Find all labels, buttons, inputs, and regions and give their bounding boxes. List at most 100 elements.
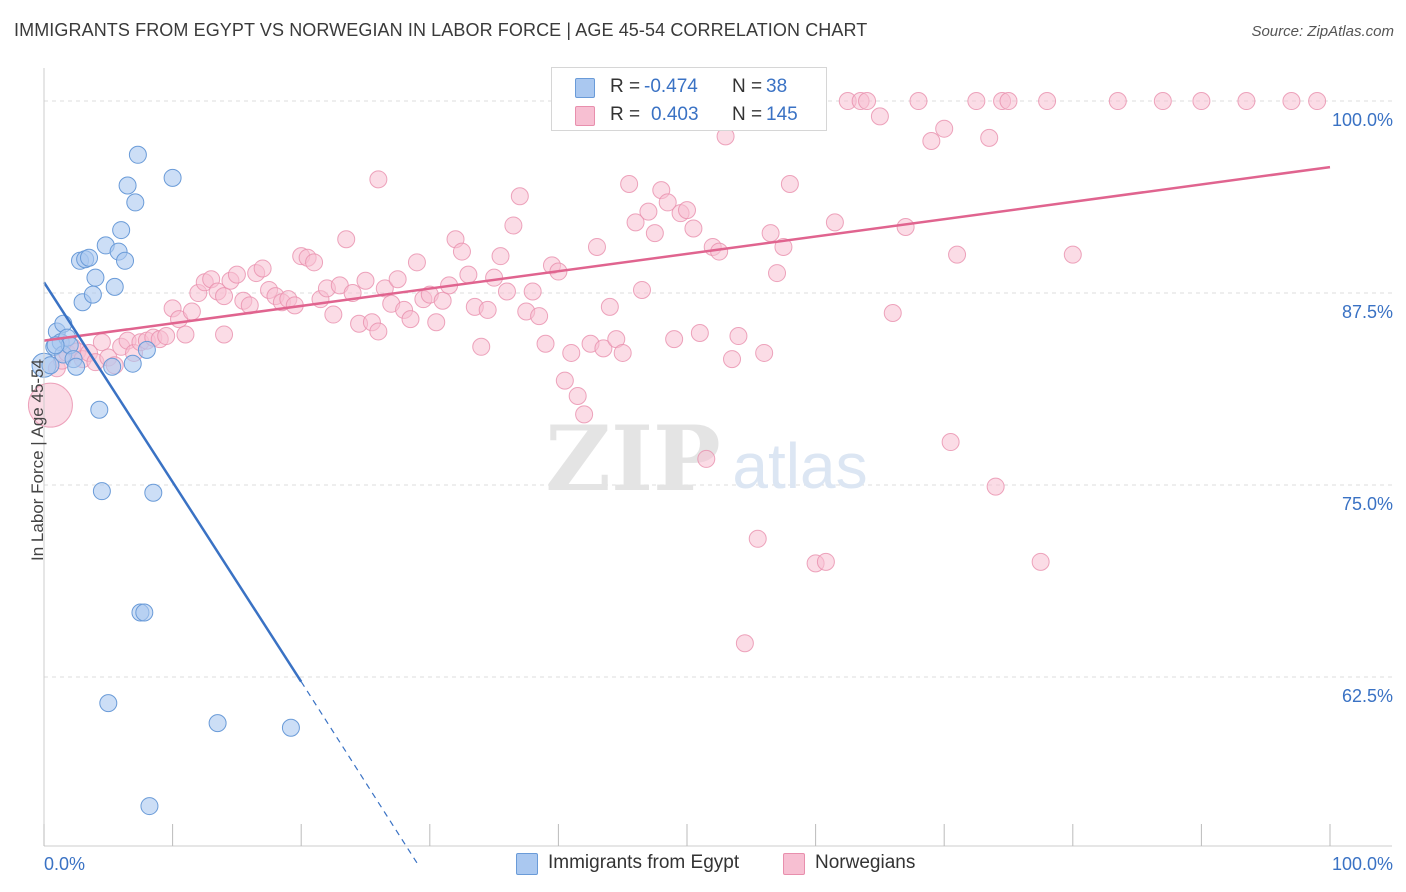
egypt-point	[128, 145, 147, 164]
legend-n-value: 38	[766, 76, 788, 97]
norwegians-point	[658, 193, 677, 212]
norwegians-point	[922, 131, 941, 150]
egypt-point	[123, 354, 142, 373]
norwegians-point	[497, 282, 516, 301]
egypt-point	[103, 357, 122, 376]
norwegians-point	[575, 405, 594, 424]
norwegians-point	[510, 187, 529, 206]
norwegians-point	[215, 325, 234, 344]
egypt-point	[105, 277, 124, 296]
norwegians-point	[1153, 92, 1172, 111]
norwegians-point	[1063, 245, 1082, 264]
egypt-point	[140, 797, 159, 816]
norwegians-point	[324, 305, 343, 324]
trend-lines	[42, 165, 1331, 864]
norwegians-point	[729, 327, 748, 346]
norwegians-point	[555, 371, 574, 390]
norwegians-point	[941, 433, 960, 452]
egypt-trend-extension	[300, 681, 418, 864]
watermark-zip: ZIP	[545, 406, 720, 512]
norwegians-point	[935, 119, 954, 138]
chart-title: IMMIGRANTS FROM EGYPT VS NORWEGIAN IN LA…	[14, 20, 868, 40]
legend-r-label: R =	[610, 104, 641, 125]
norwegians-point	[369, 322, 388, 341]
norwegians-point	[999, 92, 1018, 111]
norwegians-point	[768, 264, 787, 283]
egypt-point	[83, 285, 102, 304]
norwegians-point	[530, 307, 549, 326]
y-tick-label: 62.5%	[1342, 686, 1393, 706]
norwegians-point	[858, 92, 877, 111]
y-tick-label: 75.0%	[1342, 494, 1393, 514]
norwegians-point	[504, 216, 523, 235]
norwegians-point	[909, 92, 928, 111]
norwegians-point	[369, 170, 388, 189]
egypt-trend-line	[42, 281, 303, 683]
norwegians-point	[478, 300, 497, 319]
norwegians-point	[870, 107, 889, 126]
norwegians-point	[1108, 92, 1127, 111]
egypt-point	[144, 483, 163, 502]
norwegians-point	[459, 265, 478, 284]
norwegians-point	[684, 219, 703, 238]
norwegians-point	[1031, 552, 1050, 571]
egypt-point	[126, 193, 145, 212]
watermark-atlas: atlas	[732, 430, 867, 502]
norwegians-point	[780, 174, 799, 193]
norwegians-point	[215, 287, 234, 306]
axis-layer: 62.5% 75.0% 87.5% 100.0% 0.0% 100.0%	[43, 68, 1393, 874]
egypt-points	[31, 145, 300, 816]
legend-swatch-egypt	[516, 853, 538, 875]
source-label: Source: ZipAtlas.com	[1251, 23, 1394, 40]
norwegians-point	[678, 201, 696, 220]
norwegians-point	[735, 634, 754, 653]
norwegians-point	[337, 230, 356, 249]
norwegians-point	[620, 174, 639, 193]
norwegians-point	[92, 333, 111, 352]
norwegians-point	[948, 245, 967, 264]
norwegians-point	[305, 253, 324, 272]
norwegians-point	[388, 270, 407, 289]
norwegians-point	[774, 237, 793, 256]
norwegians-point	[401, 310, 420, 329]
norwegians-point	[433, 291, 452, 310]
norwegians-point	[1308, 92, 1327, 111]
legend-r-value: 0.403	[651, 104, 699, 125]
norwegians-point	[491, 247, 510, 266]
legend-swatch-norwegians	[575, 106, 595, 126]
norwegians-point	[816, 552, 835, 571]
egypt-point	[135, 603, 154, 622]
y-tick-label: 100.0%	[1332, 110, 1393, 130]
norwegians-point	[883, 304, 902, 323]
norwegians-point	[176, 325, 195, 344]
norwegians-point	[1282, 92, 1301, 111]
legend-n-label: N =	[732, 76, 763, 97]
legend-n-label: N =	[732, 104, 763, 125]
egypt-point	[116, 251, 135, 270]
legend-row-norwegians: R = 0.403 N = 145	[552, 101, 826, 129]
norwegians-point	[227, 265, 246, 284]
egypt-point	[90, 400, 109, 419]
norwegians-point	[755, 343, 774, 362]
norwegians-point	[536, 334, 555, 353]
grid-layer	[44, 100, 1392, 678]
norwegians-point	[967, 92, 986, 111]
egypt-point	[92, 482, 111, 501]
norwegians-point	[182, 302, 201, 321]
norwegians-point	[587, 237, 606, 256]
norwegians-point	[1038, 92, 1057, 111]
norwegians-point-large	[27, 382, 73, 428]
norwegians-point	[427, 313, 446, 332]
egypt-point	[99, 694, 118, 713]
norwegians-point	[157, 327, 176, 346]
norwegians-point	[825, 213, 844, 232]
x-tick-label: 100.0%	[1332, 854, 1393, 874]
egypt-point	[281, 718, 300, 737]
norwegians-point	[626, 213, 645, 232]
norwegians-point	[697, 449, 716, 468]
norwegians-point	[594, 339, 613, 358]
egypt-point	[163, 168, 182, 187]
norwegians-point	[896, 217, 915, 236]
legend-n-value: 145	[766, 104, 798, 125]
